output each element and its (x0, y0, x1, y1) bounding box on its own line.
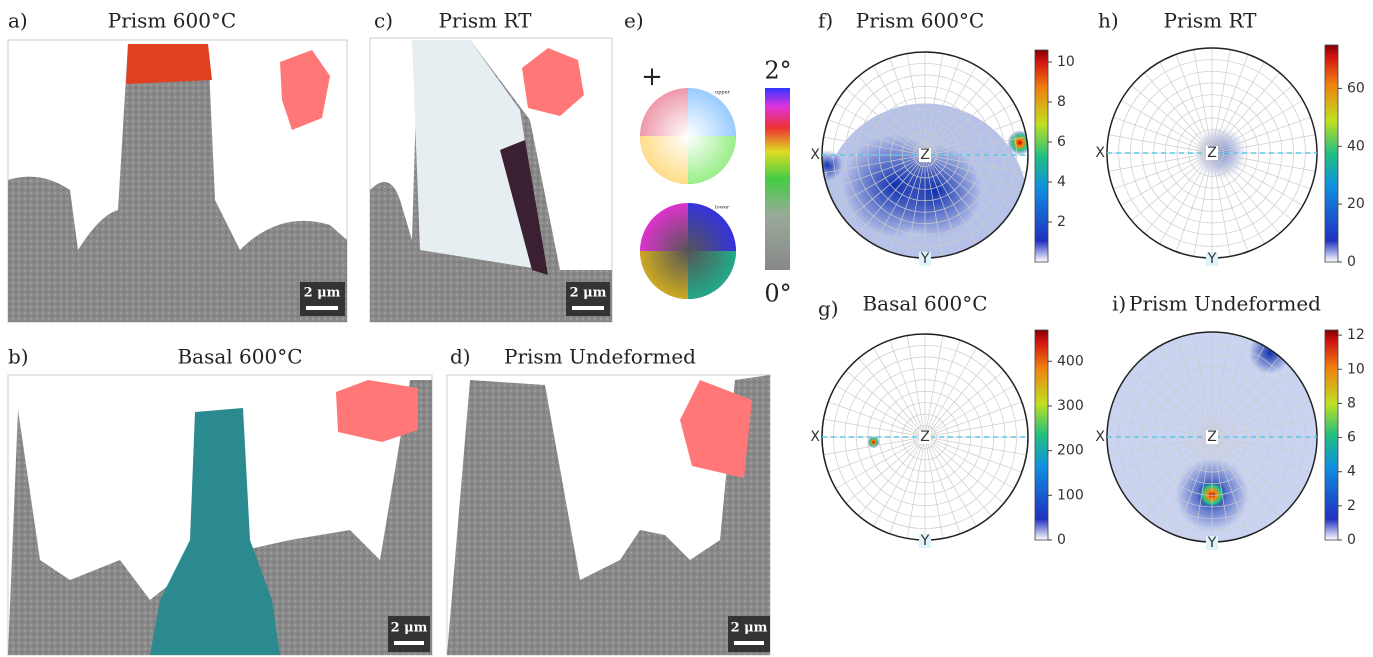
colorbar-tick-label: 200 (1057, 443, 1084, 459)
scale-bar-label: 2 μm (570, 286, 607, 301)
colorbar-tick-label: 400 (1057, 353, 1084, 369)
pole-figure: g) Basal 600°C X Z Y 0 100 200 300 400 (808, 292, 1084, 550)
pole-figure: f) Prism 600°C X Z Y 2 4 6 8 10 (808, 9, 1075, 310)
panel-title: Basal 600°C (177, 345, 302, 369)
panel-label: a) (8, 9, 28, 33)
colorbar-tick-label: 0 (1347, 532, 1356, 548)
panel-label: f) (818, 9, 833, 33)
colorbar-tick-label: 2 (1057, 214, 1066, 230)
axis-label: Z (920, 429, 930, 445)
colorbar-tick-label: 12 (1347, 327, 1365, 343)
panel-title: Prism RT (438, 9, 532, 33)
pole-figure: i)Prism Undeformed X Z Y 0 2 4 6 8 10 12 (1093, 292, 1365, 552)
colorbar-tick-label: 4 (1347, 464, 1356, 480)
wheel-label: upper (715, 90, 731, 96)
color-key: e) + − upper lower 2° 0° (624, 9, 792, 308)
wheel-label: lower (715, 205, 730, 211)
scale-bar-label: 2 μm (391, 621, 428, 636)
colorbar (1035, 50, 1048, 262)
colorbar-tick-label: 8 (1057, 94, 1066, 110)
colorbar (1035, 330, 1048, 540)
panel-label: i) (1112, 292, 1126, 316)
micrograph: 2 μm (370, 38, 612, 322)
colorbar-tick-label: 0 (1347, 254, 1356, 270)
colorbar-tick-label: 10 (1347, 361, 1365, 377)
scale-bar-label: 2 μm (304, 286, 341, 301)
axis-label: Z (1207, 145, 1217, 161)
panel-label: b) (8, 345, 29, 369)
figure: a) Prism 600°C 2 μm c) Prism RT 2 μm b) … (0, 0, 1373, 657)
axis-label: Z (920, 147, 930, 163)
panel-title: Prism Undeformed (1129, 292, 1321, 316)
colorbar-tick-label: 100 (1057, 487, 1084, 503)
axis-label: Y (920, 533, 930, 549)
axis-label: X (810, 429, 820, 445)
panel-label: h) (1098, 9, 1119, 33)
panel-title: Prism 600°C (856, 9, 984, 33)
colorbar-tick-label: 8 (1347, 395, 1356, 411)
colorbar-tick-label: 0 (1057, 532, 1066, 548)
colorbar-min: 0° (764, 280, 791, 308)
panel-label: c) (374, 9, 393, 33)
colorbar-tick-label: 2 (1347, 498, 1356, 514)
plus-sign: + (641, 62, 663, 92)
density-blob (867, 436, 879, 448)
axis-label: Y (1207, 251, 1217, 267)
colorbar-tick-label: 4 (1057, 174, 1066, 190)
panel-title: Basal 600°C (862, 292, 987, 316)
colorbar-tick-label: 60 (1347, 80, 1365, 96)
panel-title: Prism 600°C (108, 9, 236, 33)
scale-bar-label: 2 μm (731, 621, 768, 636)
pole-figure: h) Prism RT X Z Y 0 20 40 60 (1093, 9, 1365, 271)
panel-label: e) (624, 9, 644, 33)
colorbar-tick-label: 300 (1057, 398, 1084, 414)
panel-label: d) (450, 345, 471, 369)
panel-title: Prism Undeformed (504, 345, 696, 369)
panel-title: Prism RT (1163, 9, 1257, 33)
axis-label: X (810, 147, 820, 163)
axis-label: Y (920, 251, 930, 267)
colorbar (1325, 330, 1338, 540)
micrograph: 2 μm (8, 40, 347, 322)
colorbar-tick-label: 6 (1347, 430, 1356, 446)
axis-label: X (1095, 145, 1105, 161)
colorbar-max: 2° (764, 57, 791, 85)
colorbar (1325, 45, 1338, 262)
micrograph: 2 μm (8, 375, 432, 655)
panel-label: g) (818, 297, 839, 321)
axis-label: X (1095, 429, 1105, 445)
colorbar-tick-label: 40 (1347, 138, 1365, 154)
micrograph: 2 μm (447, 375, 770, 655)
axis-label: Y (1207, 535, 1217, 551)
colorbar-tick-label: 6 (1057, 134, 1066, 150)
colorbar-tick-label: 20 (1347, 196, 1365, 212)
axis-label: Z (1207, 429, 1217, 445)
colorbar-tick-label: 10 (1057, 54, 1075, 70)
